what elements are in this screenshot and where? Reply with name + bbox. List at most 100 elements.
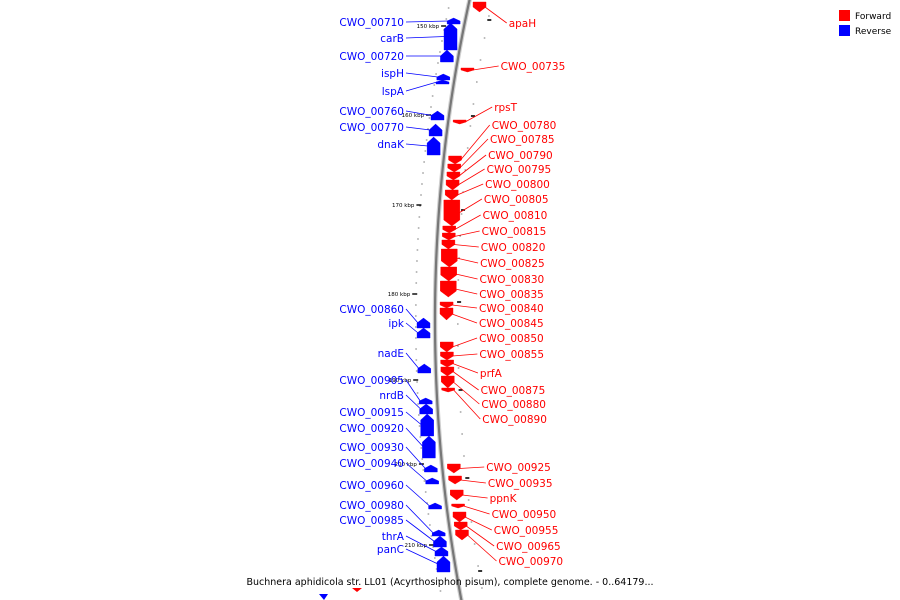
gene-label-cwo-00955[interactable]: CWO_00955 [494, 525, 559, 537]
gene-cwo-00805-feature[interactable] [443, 199, 461, 227]
gene-dnak-feature[interactable] [426, 136, 441, 156]
gene-cwo-00860-feature[interactable] [416, 317, 431, 329]
gene-cwo-00785-feature[interactable] [447, 163, 461, 173]
gene-label-panc[interactable]: panC [377, 544, 404, 556]
gene-cwo-00710-feature[interactable] [446, 17, 461, 25]
gene-prfa-feature[interactable] [440, 359, 454, 368]
gene-label-isph[interactable]: ispH [381, 68, 404, 80]
gene-cwo-00800-feature[interactable] [445, 189, 459, 201]
gene-label-carb[interactable]: carB [380, 33, 404, 45]
gene-cwo-00850-feature[interactable] [440, 341, 454, 353]
gene-cwo-00880-feature[interactable] [441, 375, 455, 389]
gene-cwo-00820-feature[interactable] [441, 239, 456, 250]
gene-cwo-00930-feature[interactable] [424, 464, 438, 473]
gene-label-nrdb[interactable]: nrdB [379, 390, 404, 402]
gene-label-cwo-00880[interactable]: CWO_00880 [481, 399, 546, 411]
gene-label-cwo-00860[interactable]: CWO_00860 [339, 304, 404, 316]
gene-label-cwo-00840[interactable]: CWO_00840 [479, 303, 544, 315]
gene-label-cwo-00875[interactable]: CWO_00875 [481, 385, 546, 397]
gene-label-ipk[interactable]: ipk [388, 318, 405, 330]
gene-cwo-00960-feature[interactable] [428, 502, 442, 510]
gene-label-cwo-00940[interactable]: CWO_00940 [339, 458, 404, 470]
gene-label-cwo-00935[interactable]: CWO_00935 [488, 478, 553, 490]
gene-cwo-00770-feature[interactable] [428, 123, 443, 137]
gene-label-cwo-00790[interactable]: CWO_00790 [488, 150, 553, 162]
gene-label-cwo-00925[interactable]: CWO_00925 [486, 462, 551, 474]
gene-label-rpst[interactable]: rpsT [494, 102, 517, 114]
gene-label-cwo-00980[interactable]: CWO_00980 [339, 500, 404, 512]
gene-label-ppnk[interactable]: ppnK [490, 493, 518, 505]
gene-cwo-00980-feature[interactable] [432, 529, 446, 537]
gene-isph-feature[interactable] [436, 73, 451, 81]
gene-cwo-00845-feature[interactable] [439, 307, 454, 321]
gene-label-nade[interactable]: nadE [378, 348, 404, 360]
gene-label-thra[interactable]: thrA [382, 531, 405, 543]
gene-label-cwo-00915[interactable]: CWO_00915 [339, 407, 404, 419]
gene-cwo-00940-feature[interactable] [425, 477, 439, 485]
gene-cwo-00970-feature[interactable] [455, 529, 469, 541]
gene-cwo-00825-feature[interactable] [441, 248, 458, 268]
gene-cwo-00790-feature[interactable] [446, 171, 461, 181]
gene-cwo-00965-feature[interactable] [454, 521, 468, 531]
gene-carb-feature[interactable] [443, 22, 458, 51]
gene-label-cwo-00800[interactable]: CWO_00800 [485, 179, 550, 191]
gene-label-cwo-00810[interactable]: CWO_00810 [483, 210, 548, 222]
gene-label-cwo-00710[interactable]: CWO_00710 [339, 17, 404, 29]
gene-cwo-00815-feature[interactable] [442, 232, 456, 241]
gene-label-cwo-00930[interactable]: CWO_00930 [339, 442, 404, 454]
gene-cwo-00875-feature[interactable] [440, 366, 455, 377]
gene-label-cwo-00825[interactable]: CWO_00825 [480, 258, 545, 270]
gene-cwo-00920-feature[interactable] [422, 435, 436, 459]
gene-label-prfa[interactable]: prfA [480, 368, 503, 380]
gene-cwo-00955-feature[interactable] [452, 511, 467, 523]
gene-nade-feature[interactable] [417, 363, 431, 374]
gene-label-cwo-00970[interactable]: CWO_00970 [498, 556, 563, 568]
gene-label-cwo-00890[interactable]: CWO_00890 [482, 414, 547, 426]
gene-thra-feature[interactable] [434, 546, 449, 557]
gene-apah-feature[interactable] [472, 1, 487, 13]
gene-cwo-00840-feature[interactable] [439, 301, 454, 309]
gene-label-cwo-00770[interactable]: CWO_00770 [339, 122, 404, 134]
gene-ipk-feature[interactable] [416, 327, 431, 339]
gene-cwo-00925-feature[interactable] [447, 463, 461, 474]
gene-label-cwo-00785[interactable]: CWO_00785 [490, 134, 555, 146]
gene-cwo-00735-feature[interactable] [460, 67, 475, 73]
gene-cwo-00915-feature[interactable] [420, 413, 434, 437]
gene-cwo-00890-feature[interactable] [441, 387, 455, 393]
gene-rpst-feature[interactable] [452, 119, 467, 125]
gene-label-lspa[interactable]: lspA [382, 86, 405, 98]
gene-nrdb-feature[interactable] [419, 403, 433, 415]
gene-cwo-00855-feature[interactable] [440, 351, 454, 361]
gene-label-cwo-00735[interactable]: CWO_00735 [501, 61, 566, 73]
gene-cwo-00720-feature[interactable] [440, 49, 454, 63]
gene-label-cwo-00820[interactable]: CWO_00820 [481, 242, 546, 254]
gene-label-cwo-00920[interactable]: CWO_00920 [339, 423, 404, 435]
gene-label-cwo-00905[interactable]: CWO_00905 [339, 375, 404, 387]
gene-label-cwo-00850[interactable]: CWO_00850 [479, 333, 544, 345]
gene-panc-feature[interactable] [436, 555, 451, 573]
gene-label-cwo-00720[interactable]: CWO_00720 [339, 51, 404, 63]
gene-ppnk-feature[interactable] [450, 489, 464, 501]
gene-cwo-00935-feature[interactable] [448, 475, 462, 485]
gene-label-apah[interactable]: apaH [509, 18, 536, 30]
gene-label-cwo-00815[interactable]: CWO_00815 [482, 226, 547, 238]
gene-cwo-00985-feature[interactable] [433, 535, 447, 548]
gene-cwo-00835-feature[interactable] [440, 280, 457, 298]
gene-label-cwo-00795[interactable]: CWO_00795 [487, 164, 552, 176]
gene-cwo-00795-feature[interactable] [445, 179, 460, 191]
gene-cwo-00950-feature[interactable] [451, 503, 465, 509]
gene-label-dnak[interactable]: dnaK [377, 139, 405, 151]
gene-label-cwo-00985[interactable]: CWO_00985 [339, 515, 404, 527]
gene-label-cwo-00960[interactable]: CWO_00960 [339, 480, 404, 492]
gene-cwo-00780-feature[interactable] [448, 155, 462, 165]
gene-label-cwo-00760[interactable]: CWO_00760 [339, 106, 404, 118]
gene-cwo-00905-feature[interactable] [418, 397, 433, 405]
gene-label-cwo-00855[interactable]: CWO_00855 [479, 349, 544, 361]
gene-cwo-00760-feature[interactable] [430, 110, 445, 121]
gene-label-cwo-00830[interactable]: CWO_00830 [480, 274, 545, 286]
gene-label-cwo-00965[interactable]: CWO_00965 [496, 541, 561, 553]
gene-label-cwo-00835[interactable]: CWO_00835 [479, 289, 544, 301]
gene-label-cwo-00780[interactable]: CWO_00780 [492, 120, 557, 132]
gene-cwo-00810-feature[interactable] [442, 225, 456, 234]
gene-label-cwo-00845[interactable]: CWO_00845 [479, 318, 544, 330]
